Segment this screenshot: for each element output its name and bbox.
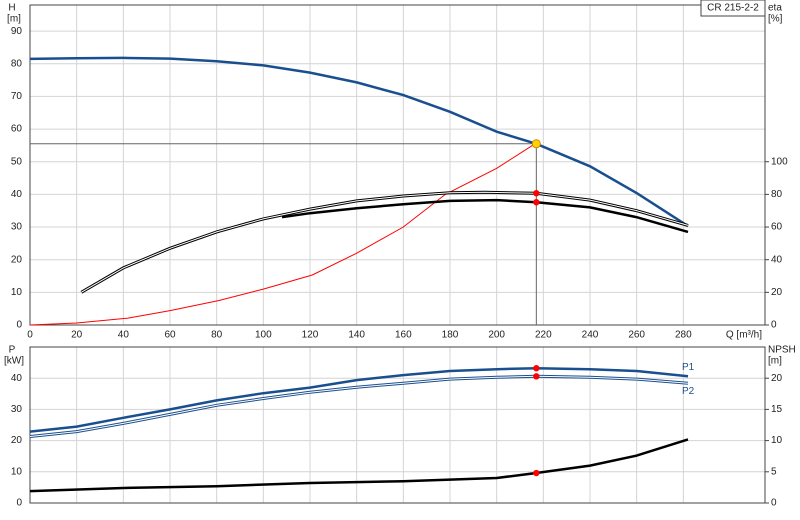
y2-axis-title: eta	[768, 3, 782, 14]
x-tick-label: 220	[535, 330, 552, 341]
y-tick-label: 0	[16, 320, 22, 331]
x-tick-label: 160	[395, 330, 412, 341]
curve	[29, 56, 689, 228]
x-tick-label: 280	[675, 330, 692, 341]
y2-tick-label: 80	[771, 189, 783, 200]
y-tick-label: 20	[11, 254, 23, 265]
data-point	[533, 199, 540, 206]
series-label: P2	[682, 386, 695, 397]
y2-tick-label: 100	[771, 156, 788, 167]
curve	[29, 374, 689, 438]
y2-tick-label: 10	[771, 435, 783, 446]
plot-frame	[29, 4, 766, 326]
y2-axis-unit: [%]	[768, 14, 783, 25]
curve-inner	[81, 191, 689, 293]
x-tick-label: 260	[628, 330, 645, 341]
y-tick-label: 20	[11, 435, 23, 446]
y-tick-label: 10	[11, 287, 23, 298]
y2-axis-title: NPSH	[768, 345, 796, 356]
y-axis-title: P	[9, 345, 16, 356]
data-point	[533, 373, 540, 380]
y-tick-label: 30	[11, 222, 23, 233]
y2-tick-label: 20	[771, 373, 783, 384]
y2-tick-label: 0	[771, 498, 777, 509]
x-tick-label: 100	[255, 330, 272, 341]
curve	[281, 198, 689, 234]
y2-tick-label: 20	[771, 287, 783, 298]
data-point	[533, 190, 540, 197]
x-tick-label: 240	[582, 330, 599, 341]
y-axis-unit: [m]	[7, 14, 21, 25]
y-tick-label: 80	[11, 58, 23, 69]
y-tick-label: 50	[11, 156, 23, 167]
y-axis-unit: [kW]	[4, 356, 24, 367]
data-point	[533, 365, 540, 372]
x-tick-label: 80	[211, 330, 223, 341]
y-tick-label: 0	[16, 498, 22, 509]
y-tick-label: 40	[11, 373, 23, 384]
curve	[29, 366, 689, 433]
x-tick-label: 120	[302, 330, 319, 341]
y2-tick-label: 5	[771, 466, 777, 477]
y2-tick-label: 15	[771, 404, 783, 415]
x-tick-label: 200	[488, 330, 505, 341]
y-tick-label: 10	[11, 466, 23, 477]
curve	[29, 143, 535, 326]
curve-inner	[29, 375, 689, 437]
y-axis-title: H	[8, 3, 15, 14]
x-tick-label: 0	[27, 330, 33, 341]
product-label-box	[700, 0, 766, 17]
y2-tick-label: 40	[771, 254, 783, 265]
y2-axis-unit: [m]	[768, 356, 782, 367]
series-label: P1	[682, 362, 695, 373]
x-tick-label: 60	[164, 330, 176, 341]
y-tick-label: 90	[11, 26, 23, 37]
x-axis-title: Q [m³/h]	[726, 330, 762, 341]
x-tick-label: 140	[348, 330, 365, 341]
duty-point	[531, 139, 541, 149]
plot-frame	[29, 346, 766, 504]
curve	[29, 438, 689, 493]
x-tick-label: 20	[71, 330, 83, 341]
y2-tick-label: 0	[771, 320, 777, 331]
data-point	[533, 469, 540, 477]
x-tick-label: 180	[442, 330, 459, 341]
y-tick-label: 30	[11, 404, 23, 415]
y2-tick-label: 60	[771, 222, 783, 233]
x-tick-label: 40	[118, 330, 130, 341]
y-tick-label: 70	[11, 91, 23, 102]
product-label: CR 215-2-2	[707, 3, 759, 14]
curve	[80, 190, 689, 294]
y-tick-label: 40	[11, 189, 23, 200]
y-tick-label: 60	[11, 124, 23, 135]
